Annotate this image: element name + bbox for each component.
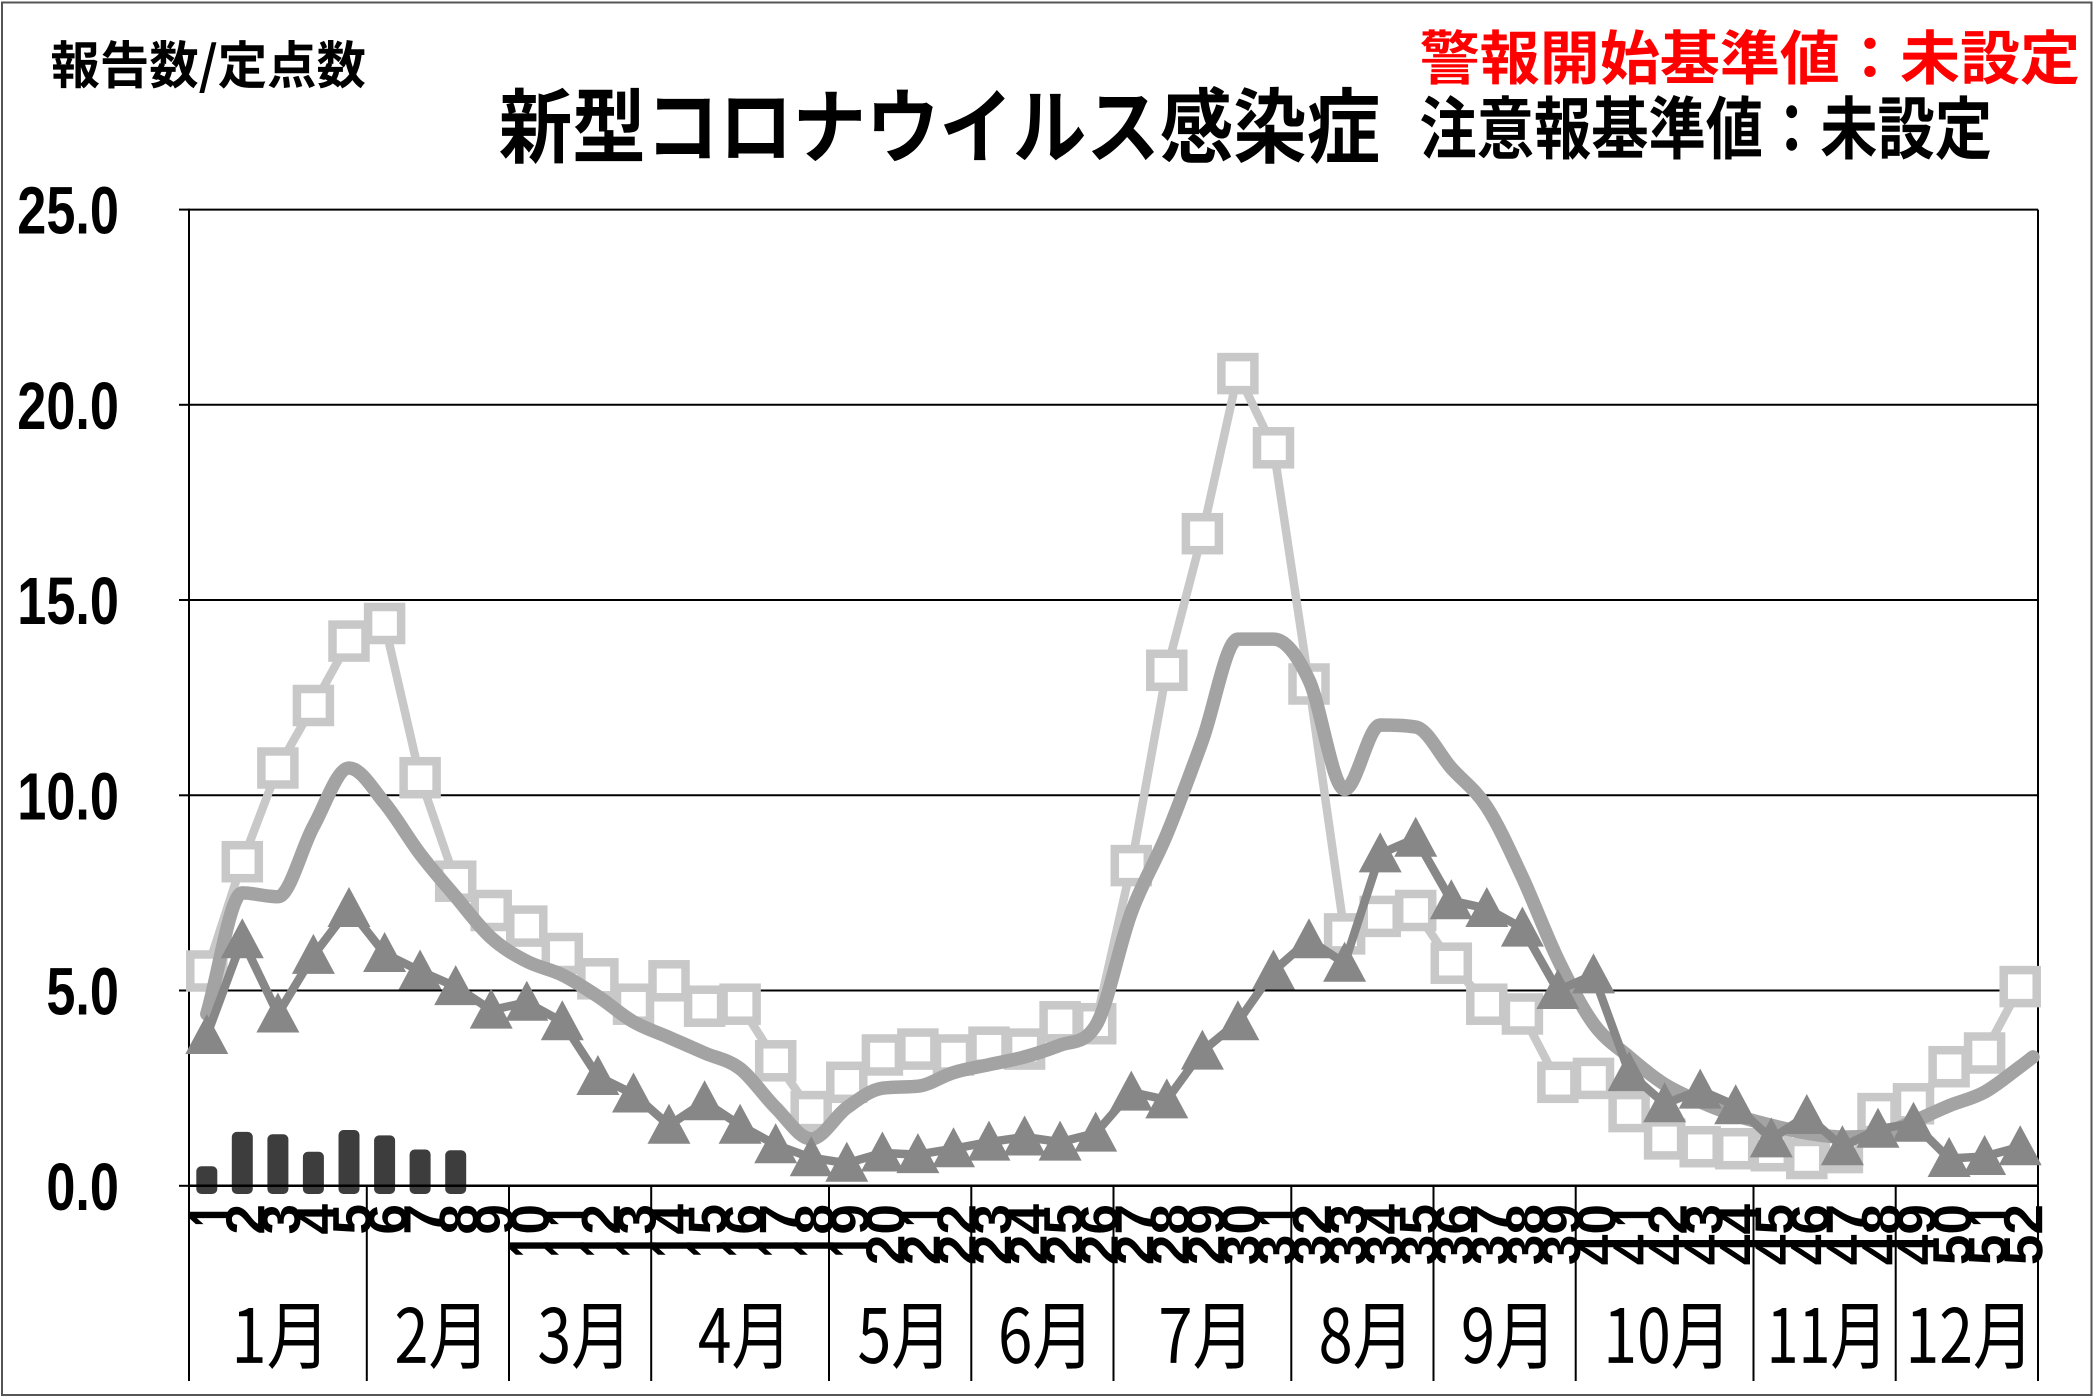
- svg-text:10.0: 10.0: [17, 759, 119, 834]
- svg-text:20.0: 20.0: [17, 369, 119, 444]
- svg-text:5.0: 5.0: [46, 954, 119, 1029]
- svg-text:15.0: 15.0: [17, 564, 119, 639]
- svg-text:0.0: 0.0: [46, 1150, 119, 1225]
- svg-text:25.0: 25.0: [17, 173, 119, 248]
